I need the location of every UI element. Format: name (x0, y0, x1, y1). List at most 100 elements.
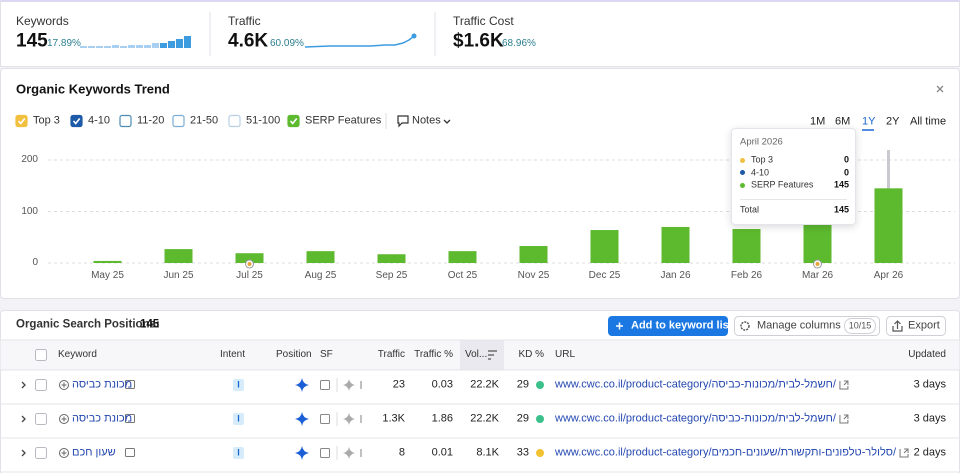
column-header[interactable]: Keyword (58, 349, 97, 360)
sparkline-bar (104, 46, 111, 48)
traffic-percent: 0.01 (431, 446, 453, 459)
bar (732, 229, 761, 263)
filter-checkbox[interactable] (228, 114, 241, 128)
add-keyword-icon[interactable] (59, 380, 69, 390)
add-keyword-plus (61, 450, 67, 456)
legend-label[interactable]: SERP Features (305, 114, 382, 127)
tooltip-total: 145 (833, 204, 849, 215)
bar (93, 260, 122, 263)
keyword[interactable]: מכונת כביסה (72, 412, 133, 425)
volume: 22.2K (470, 378, 499, 391)
sf-icon (320, 448, 330, 458)
serp-icon[interactable] (125, 448, 135, 457)
manage-button-label[interactable]: Manage columns (757, 319, 841, 332)
manage-badge-text: 10/15 (848, 320, 872, 331)
sorted-column (460, 340, 504, 370)
period-button[interactable]: 6M (835, 115, 851, 128)
y-tick-label: 100 (21, 205, 38, 217)
external-link-icon[interactable] (899, 448, 909, 458)
add-button-label[interactable]: Add to keyword list (631, 319, 733, 332)
sparkline-bar (128, 45, 135, 48)
caret (443, 119, 451, 124)
updated: 3 days (913, 378, 946, 391)
period-button[interactable]: 2Y (886, 115, 900, 128)
traffic: 1.3K (382, 412, 405, 425)
sparkline-bar (152, 43, 159, 48)
column-header[interactable]: Vol... (465, 349, 488, 360)
export-icon (892, 320, 903, 332)
period-button[interactable]: 1M (810, 115, 826, 128)
row-checkbox[interactable] (35, 379, 47, 391)
url[interactable]: www.cwc.co.il/product-category/חשמל-לבית… (555, 378, 836, 391)
keyword[interactable]: מכונת כביסה (72, 378, 133, 391)
filter-label[interactable]: 11-20 (137, 114, 165, 127)
traffic-percent: 0.03 (431, 378, 453, 391)
bar (377, 254, 406, 263)
column-header[interactable]: Updated (908, 349, 946, 360)
filter-checkbox[interactable] (172, 114, 185, 128)
column-header[interactable]: SF (320, 349, 333, 360)
url[interactable]: www.cwc.co.il/product-category/חשמל-לבית… (555, 412, 836, 425)
manage-button[interactable] (734, 316, 880, 336)
metric-value: 4.6K (228, 30, 269, 52)
filter-label[interactable]: Top 3 (33, 114, 60, 127)
intent: I (237, 379, 240, 390)
column-header[interactable]: Position (276, 349, 312, 360)
filter-checkbox[interactable] (15, 114, 28, 128)
serp-icon[interactable] (125, 414, 135, 423)
filter-label[interactable]: 51-100 (246, 114, 281, 127)
notes-button[interactable]: Notes (412, 114, 441, 127)
bar (448, 251, 477, 263)
serp-icon[interactable] (125, 380, 135, 389)
sparkline-bar (168, 41, 175, 48)
summary-strip (0, 0, 960, 67)
legend-checkbox[interactable] (287, 114, 300, 128)
external-link-icon[interactable] (839, 380, 849, 390)
add-keyword-plus (61, 382, 67, 388)
column-header[interactable]: KD % (518, 349, 544, 360)
tooltip-dot (740, 157, 745, 163)
y-tick-label: 0 (32, 257, 38, 268)
add-button[interactable] (608, 316, 728, 336)
column-header[interactable]: Traffic % (414, 349, 453, 360)
add-keyword-icon[interactable] (59, 448, 69, 458)
header-checkbox[interactable] (35, 349, 47, 361)
sf-icon (343, 447, 355, 459)
x-tick-label: Apr 26 (873, 270, 904, 281)
sparkline-bar (176, 39, 183, 48)
filter-checkbox[interactable] (70, 114, 83, 128)
table-card (0, 310, 960, 473)
column-header[interactable]: URL (555, 349, 576, 360)
expand-icon[interactable] (21, 381, 26, 389)
expand-icon[interactable] (21, 449, 26, 457)
filter-label[interactable]: 21-50 (190, 114, 219, 127)
period-button[interactable]: 1Y (862, 115, 876, 128)
column-header[interactable]: Intent (220, 349, 246, 360)
kd-dot (536, 449, 544, 457)
intent-badge (233, 413, 244, 425)
updated: 2 days (913, 446, 946, 459)
bar (874, 188, 903, 263)
bar (235, 253, 264, 263)
period-button[interactable]: All time (910, 115, 947, 128)
row-checkbox[interactable] (35, 413, 47, 425)
keyword[interactable]: שעון חכם (72, 446, 116, 459)
external-link-icon[interactable] (839, 414, 849, 424)
sf-icon (320, 380, 330, 390)
expand-icon[interactable] (21, 415, 26, 423)
y-tick-label: 200 (21, 154, 38, 165)
close-icon[interactable] (936, 85, 944, 93)
export-button-label[interactable]: Export (908, 319, 940, 332)
updated: 3 days (913, 412, 946, 425)
filter-label[interactable]: 4-10 (88, 114, 111, 127)
row-checkbox[interactable] (35, 447, 47, 459)
add-keyword-icon[interactable] (59, 414, 69, 424)
x-tick-label: Nov 25 (517, 270, 550, 281)
notes-icon (397, 115, 409, 128)
column-header[interactable]: Traffic (377, 349, 405, 360)
intent-badge (233, 379, 244, 391)
url[interactable]: www.cwc.co.il/product-category/סלולר-טלפ… (555, 446, 897, 459)
filter-checkbox[interactable] (119, 114, 132, 128)
metric-value: $1.6K (453, 30, 504, 52)
